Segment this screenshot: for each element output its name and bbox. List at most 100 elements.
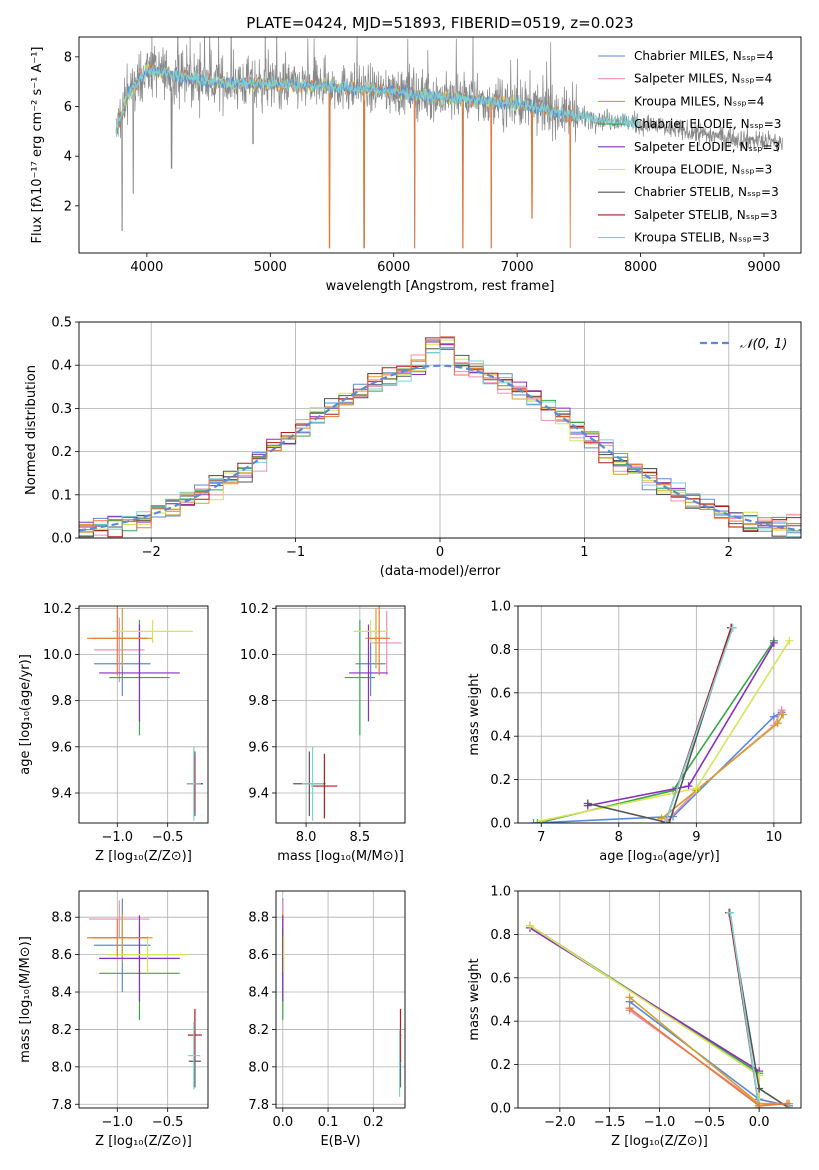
series-point xyxy=(665,819,674,823)
mass-vs-z-ylabel: mass [log₁₀(M/M⊙)] xyxy=(18,936,33,1063)
age-vs-z-ytick-label: 9.6 xyxy=(51,740,72,755)
series-point xyxy=(728,623,737,632)
series-point xyxy=(661,819,670,823)
series-point xyxy=(625,993,634,1002)
mass-vs-ebv-frame xyxy=(275,890,406,1109)
series-point xyxy=(755,1101,764,1108)
age-vs-mass-ytick-label: 9.8 xyxy=(248,694,269,709)
age-vs-mass-ytick-label: 9.6 xyxy=(248,740,269,755)
weight-vs-age-panel: 7 8 9 10 0.0 0.2 0.4 0.6 0.8 1.0 age [log₁₀(age/yr… xyxy=(467,600,802,864)
errorbar-salpeter-elodie xyxy=(99,915,180,1002)
series-point xyxy=(726,908,735,917)
series-chabrier-elodie xyxy=(533,636,778,823)
spectrum-plot-area xyxy=(115,37,783,249)
errorbar-kroupa-stelib xyxy=(186,746,201,821)
age-vs-mass-frame xyxy=(275,605,406,824)
weight-vs-z-ytick-label: 0.8 xyxy=(490,928,511,943)
errorbar-extra xyxy=(368,606,390,676)
mass-vs-z-panel: −1.0 −0.5 7.8 8.0 8.2 8.4 8.6 8.8 Z [log₁₀(Z/Z⊙)… xyxy=(18,890,209,1149)
weight-vs-age-ytick-label: 0.0 xyxy=(490,817,511,832)
series-line xyxy=(533,711,782,823)
series-extra xyxy=(625,1004,792,1108)
errorbar-kroupa-stelib xyxy=(398,1029,401,1097)
spectrum-xtick-label: 9000 xyxy=(747,260,780,275)
series-point xyxy=(779,710,788,719)
spectrum-ytick-label: 2 xyxy=(64,199,72,214)
spectrum-xtick-label: 6000 xyxy=(377,260,410,275)
series-point xyxy=(783,1099,792,1108)
mass-vs-z-xtick-label: −0.5 xyxy=(152,1115,184,1130)
age-vs-z-plot-area xyxy=(87,606,203,821)
series-point xyxy=(625,1004,634,1013)
spectrum-ylabel: Flux [fλ10⁻¹⁷ erg cm⁻² s⁻¹ A⁻¹] xyxy=(30,47,45,244)
residual-hist-xtick-label: 1 xyxy=(580,545,588,560)
chart-title: PLATE=0424, MJD=51893, FIBERID=0519, z=0… xyxy=(246,14,633,32)
legend-entry: Kroupa MILES, Nₛₛₚ=4 xyxy=(634,94,764,108)
errorbar-salpeter-miles xyxy=(371,610,402,676)
mass-vs-ebv-xtick-label: 0.1 xyxy=(318,1115,339,1130)
mass-vs-ebv-xlabel: E(B-V) xyxy=(320,1134,360,1149)
model-spectrum-kroupa-stelib xyxy=(115,65,641,138)
age-vs-mass-xlabel: mass [log₁₀(M/M⊙)] xyxy=(277,849,404,864)
residual-hist-ytick-label: 0.5 xyxy=(51,316,72,331)
series-chabrier-miles xyxy=(529,708,786,823)
weight-vs-age-frame xyxy=(517,605,802,824)
age-vs-z-panel: −1.0 −0.5 9.4 9.6 9.8 10.0 10.2 Z [log₁₀(Z/Z⊙)]… xyxy=(18,602,209,864)
mass-vs-ebv-ytick-label: 8.8 xyxy=(248,911,269,926)
legend-entry: Chabrier STELIB, Nₛₛₚ=3 xyxy=(634,185,779,199)
spectrum-legend: Chabrier MILES, Nₛₛₚ=4 Salpeter MILES, Nₛ… xyxy=(598,49,781,245)
series-point xyxy=(769,638,778,647)
spectrum-ytick-label: 4 xyxy=(64,150,72,165)
age-vs-z-xtick-label: −1.0 xyxy=(102,830,134,845)
errorbar-kroupa-stelib xyxy=(187,1021,200,1090)
spectrum-ytick-label: 6 xyxy=(64,100,72,115)
weight-vs-age-plot-area xyxy=(529,623,794,823)
mass-vs-z-xlabel: Z [log₁₀(Z/Z⊙)] xyxy=(95,1134,192,1149)
series-point xyxy=(529,819,538,823)
errorbar-extra xyxy=(87,606,148,676)
age-vs-z-ytick-label: 9.8 xyxy=(51,694,72,709)
weight-vs-age-ytick-label: 1.0 xyxy=(490,600,511,615)
weight-vs-age-xlabel: age [log₁₀(age/yr)] xyxy=(599,849,720,864)
series-point xyxy=(769,712,778,721)
weight-vs-z-frame xyxy=(517,890,802,1109)
age-vs-z-xtick-label: −0.5 xyxy=(152,830,184,845)
mass-vs-z-ytick-label: 8.8 xyxy=(51,911,72,926)
residual-hist-panel: −2 −1 0 1 2 0.0 0.1 0.2 0.3 0.4 0.5 (data-model)/er… xyxy=(24,316,802,579)
histogram-extra xyxy=(79,336,801,533)
mass-vs-ebv-xtick-label: 0.2 xyxy=(363,1115,384,1130)
series-point xyxy=(583,799,592,808)
residual-hist-ytick-label: 0.2 xyxy=(51,445,72,460)
errorbar-salpeter-elodie xyxy=(99,624,180,722)
weight-vs-age-xtick-label: 10 xyxy=(766,830,783,845)
series-kroupa-stelib xyxy=(661,623,737,823)
residual-hist-ytick-label: 0.3 xyxy=(51,402,72,417)
weight-vs-z-xtick-label: −1.0 xyxy=(644,1115,676,1130)
weight-vs-z-panel: −2.0 −1.5 −1.0 −0.5 0.0 0.0 0.2 0.4 0.6 0.8 1.0 Z [… xyxy=(467,885,802,1149)
weight-vs-z-xlabel: Z [log₁₀(Z/Z⊙)] xyxy=(611,1134,708,1149)
legend-entry: Kroupa ELODIE, Nₛₛₚ=3 xyxy=(634,163,772,177)
spectrum-panel: 4000 5000 6000 7000 8000 9000 2 4 6 8 wavelength [… xyxy=(30,36,802,294)
mass-vs-z-xtick-label: −1.0 xyxy=(102,1115,134,1130)
residual-hist-ytick-label: 0.4 xyxy=(51,359,72,374)
series-point xyxy=(785,636,794,645)
spectrum-ytick-label: 8 xyxy=(64,50,72,65)
errorbar-salpeter-stelib xyxy=(311,753,338,819)
errorbar-salpeter-miles xyxy=(94,617,145,683)
weight-vs-age-ytick-label: 0.6 xyxy=(490,686,511,701)
age-vs-mass-xtick-label: 8.5 xyxy=(350,830,371,845)
weight-vs-age-ytick-label: 0.2 xyxy=(490,773,511,788)
series-line xyxy=(660,714,784,820)
mass-vs-z-ytick-label: 8.0 xyxy=(51,1060,72,1075)
residual-hist-ytick-label: 0.0 xyxy=(51,532,72,547)
legend-entry: Kroupa STELIB, Nₛₛₚ=3 xyxy=(634,231,770,245)
series-point xyxy=(537,816,546,823)
legend-entry: Salpeter ELODIE, Nₛₛₚ=3 xyxy=(634,140,780,154)
mass-vs-z-ytick-label: 8.6 xyxy=(51,948,72,963)
errorbar-salpeter-miles xyxy=(89,900,150,938)
weight-vs-z-xtick-label: −1.5 xyxy=(594,1115,626,1130)
age-vs-mass-ytick-label: 9.4 xyxy=(248,786,269,801)
weight-vs-z-xtick-label: −2.0 xyxy=(544,1115,576,1130)
observed-spectrum xyxy=(115,37,783,249)
